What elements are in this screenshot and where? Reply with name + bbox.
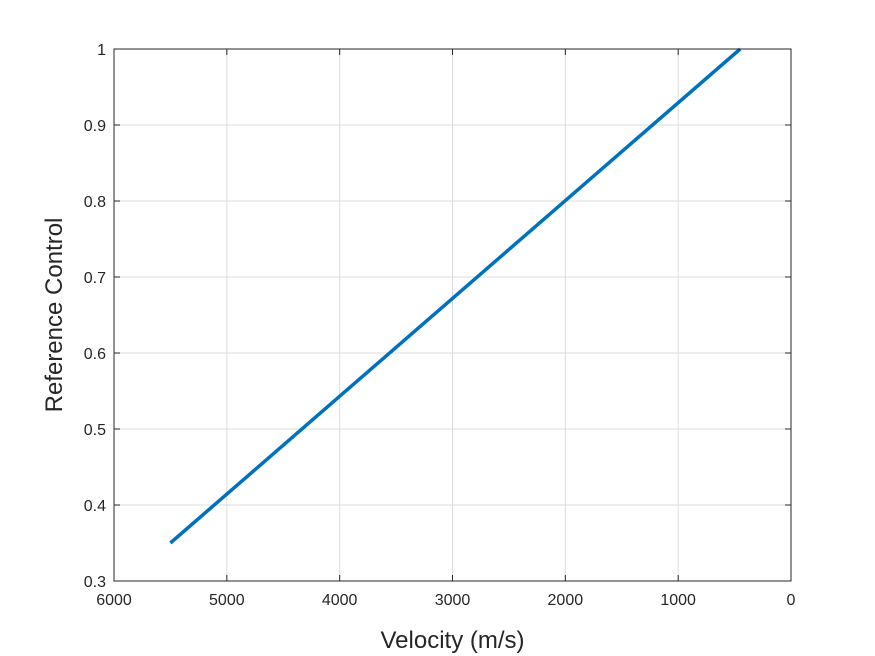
series-layer <box>169 47 742 545</box>
y-tick-label: 0.5 <box>84 422 106 439</box>
x-axis-label: Velocity (m/s) <box>380 627 524 654</box>
y-axis-label: Reference Control <box>41 218 68 413</box>
x-tick-label: 4000 <box>322 592 358 609</box>
y-tick-labels: 0.3 0.4 0.5 0.6 0.7 0.8 0.9 1 <box>84 42 106 591</box>
y-tick-label: 0.6 <box>84 346 106 363</box>
x-tick-label: 1000 <box>660 592 696 609</box>
ticks <box>113 48 792 582</box>
x-tick-labels: 6000 5000 4000 3000 2000 1000 0 <box>96 592 795 609</box>
x-tick-label: 0 <box>787 592 796 609</box>
x-tick-label: 6000 <box>96 592 132 609</box>
series-line-1 <box>169 47 742 545</box>
y-tick-label: 0.7 <box>84 270 106 287</box>
y-tick-label: 0.4 <box>84 498 106 515</box>
y-tick-label: 0.9 <box>84 118 106 135</box>
y-tick-label: 1 <box>97 42 106 59</box>
y-tick-label: 0.3 <box>84 574 106 591</box>
y-tick-label: 0.8 <box>84 194 106 211</box>
x-tick-label: 2000 <box>548 592 584 609</box>
x-tick-label: 5000 <box>209 592 245 609</box>
x-tick-label: 3000 <box>435 592 471 609</box>
